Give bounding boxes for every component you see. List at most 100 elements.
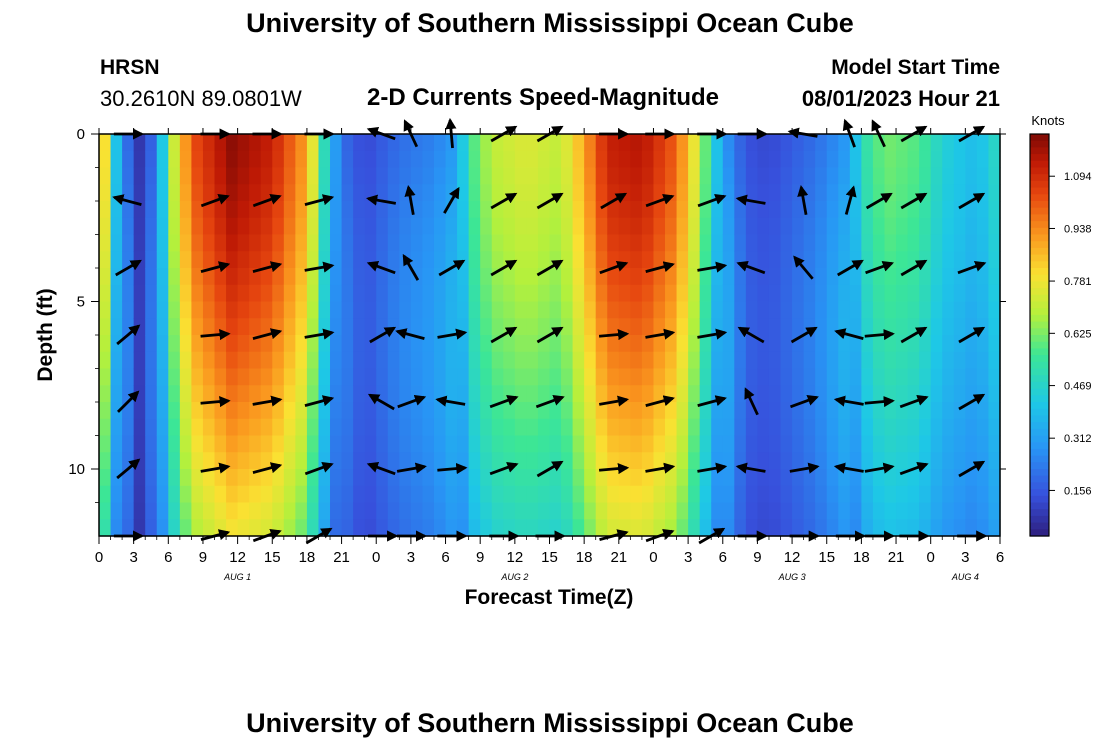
- heatmap-cell: [757, 134, 770, 152]
- heatmap-cell: [722, 167, 735, 185]
- heatmap-cell: [757, 385, 770, 403]
- current-vector: [116, 390, 140, 413]
- heatmap-cell: [757, 150, 770, 169]
- heatmap-cell: [780, 284, 793, 303]
- heatmap-cell: [249, 335, 262, 353]
- heatmap-cell: [861, 469, 874, 487]
- current-vector: [735, 194, 766, 206]
- heatmap-cell: [584, 150, 597, 169]
- heatmap-cell: [722, 418, 735, 437]
- heatmap-cell: [272, 402, 285, 420]
- current-vector: [489, 395, 519, 409]
- heatmap-cell: [503, 301, 516, 319]
- heatmap-cell: [665, 418, 678, 437]
- heatmap-cell: [676, 150, 689, 169]
- x-tick-label: 0: [95, 549, 103, 566]
- heatmap-cell: [757, 469, 770, 487]
- heatmap-cell: [260, 368, 273, 386]
- heatmap-cell: [699, 435, 712, 453]
- heatmap-cell: [849, 268, 862, 286]
- x-tick-label: 0: [649, 549, 657, 566]
- heatmap-cell: [711, 234, 724, 252]
- heatmap-cell: [191, 385, 204, 403]
- heatmap-cell: [272, 485, 285, 504]
- heatmap-cell: [110, 134, 123, 152]
- heatmap-cell: [387, 368, 400, 386]
- heatmap-cell: [145, 167, 158, 185]
- colorbar-cell: [1030, 180, 1049, 189]
- heatmap-cell: [745, 184, 759, 202]
- heatmap-cell: [630, 502, 643, 520]
- heatmap-cell: [422, 251, 435, 269]
- heatmap-cell: [826, 351, 839, 370]
- heatmap-cell: [353, 469, 366, 487]
- heatmap-cell: [942, 150, 955, 169]
- x-tick-label: 15: [541, 549, 558, 566]
- heatmap-cell: [330, 201, 343, 219]
- heatmap-cell: [387, 452, 400, 470]
- heatmap-cell: [872, 502, 886, 520]
- heatmap-cell: [688, 234, 701, 252]
- heatmap-cell: [953, 435, 966, 453]
- heatmap-cell: [757, 368, 770, 386]
- heatmap-cell: [237, 351, 250, 370]
- heatmap-cell: [734, 519, 747, 537]
- heatmap-cell: [341, 519, 354, 537]
- heatmap-cell: [353, 234, 366, 252]
- heatmap-cell: [942, 217, 955, 236]
- colorbar-cell: [1030, 147, 1049, 155]
- current-vector: [366, 462, 396, 476]
- heatmap-cell: [768, 167, 782, 185]
- heatmap-cell: [249, 301, 262, 319]
- heatmap-cell: [722, 234, 735, 252]
- heatmap-cell: [168, 418, 181, 437]
- heatmap-cell: [514, 435, 527, 453]
- heatmap-cell: [792, 150, 805, 169]
- heatmap-cell: [838, 234, 851, 252]
- heatmap-cell: [896, 418, 909, 437]
- current-vector: [304, 194, 335, 206]
- colorbar-cell: [1030, 348, 1049, 356]
- heatmap-cell: [584, 201, 597, 219]
- heatmap-cell: [826, 217, 839, 236]
- current-vector: [900, 326, 928, 344]
- heatmap-cell: [318, 217, 331, 236]
- heatmap-cell: [272, 134, 285, 152]
- heatmap-cell: [688, 435, 701, 453]
- heatmap-cell: [561, 184, 574, 202]
- heatmap-cell: [272, 284, 285, 303]
- heatmap-cell: [942, 469, 955, 487]
- heatmap-cell: [260, 351, 273, 370]
- heatmap-cell: [283, 418, 296, 437]
- colorbar-cell: [1030, 274, 1049, 282]
- heatmap-cell: [364, 469, 377, 487]
- heatmap-cell: [699, 150, 712, 169]
- heatmap-cell: [468, 167, 481, 185]
- heatmap-cell: [607, 351, 620, 370]
- heatmap-cell: [399, 452, 412, 470]
- heatmap-cell: [953, 519, 966, 537]
- heatmap-cell: [803, 184, 816, 202]
- heatmap-cell: [942, 418, 955, 437]
- heatmap-cell: [526, 368, 539, 386]
- heatmap-cell: [468, 418, 481, 437]
- heatmap-cell: [665, 217, 678, 236]
- heatmap-cell: [595, 217, 608, 236]
- heatmap-cell: [249, 385, 262, 403]
- heatmap-cell: [976, 301, 990, 319]
- heatmap-cell: [145, 485, 158, 504]
- heatmap-cell: [688, 418, 701, 437]
- heatmap-cell: [226, 284, 239, 303]
- heatmap-cell: [480, 502, 493, 520]
- heatmap-cell: [526, 418, 539, 437]
- heatmap-cell: [202, 150, 216, 169]
- heatmap-cell: [630, 268, 643, 286]
- current-vector: [899, 462, 929, 476]
- heatmap-cell: [110, 469, 123, 487]
- current-vector: [200, 328, 231, 341]
- heatmap-cell: [688, 217, 701, 236]
- heatmap-cell: [953, 485, 966, 504]
- heatmap-cell: [99, 318, 112, 336]
- current-vector: [252, 194, 282, 208]
- heatmap-cell: [849, 502, 862, 520]
